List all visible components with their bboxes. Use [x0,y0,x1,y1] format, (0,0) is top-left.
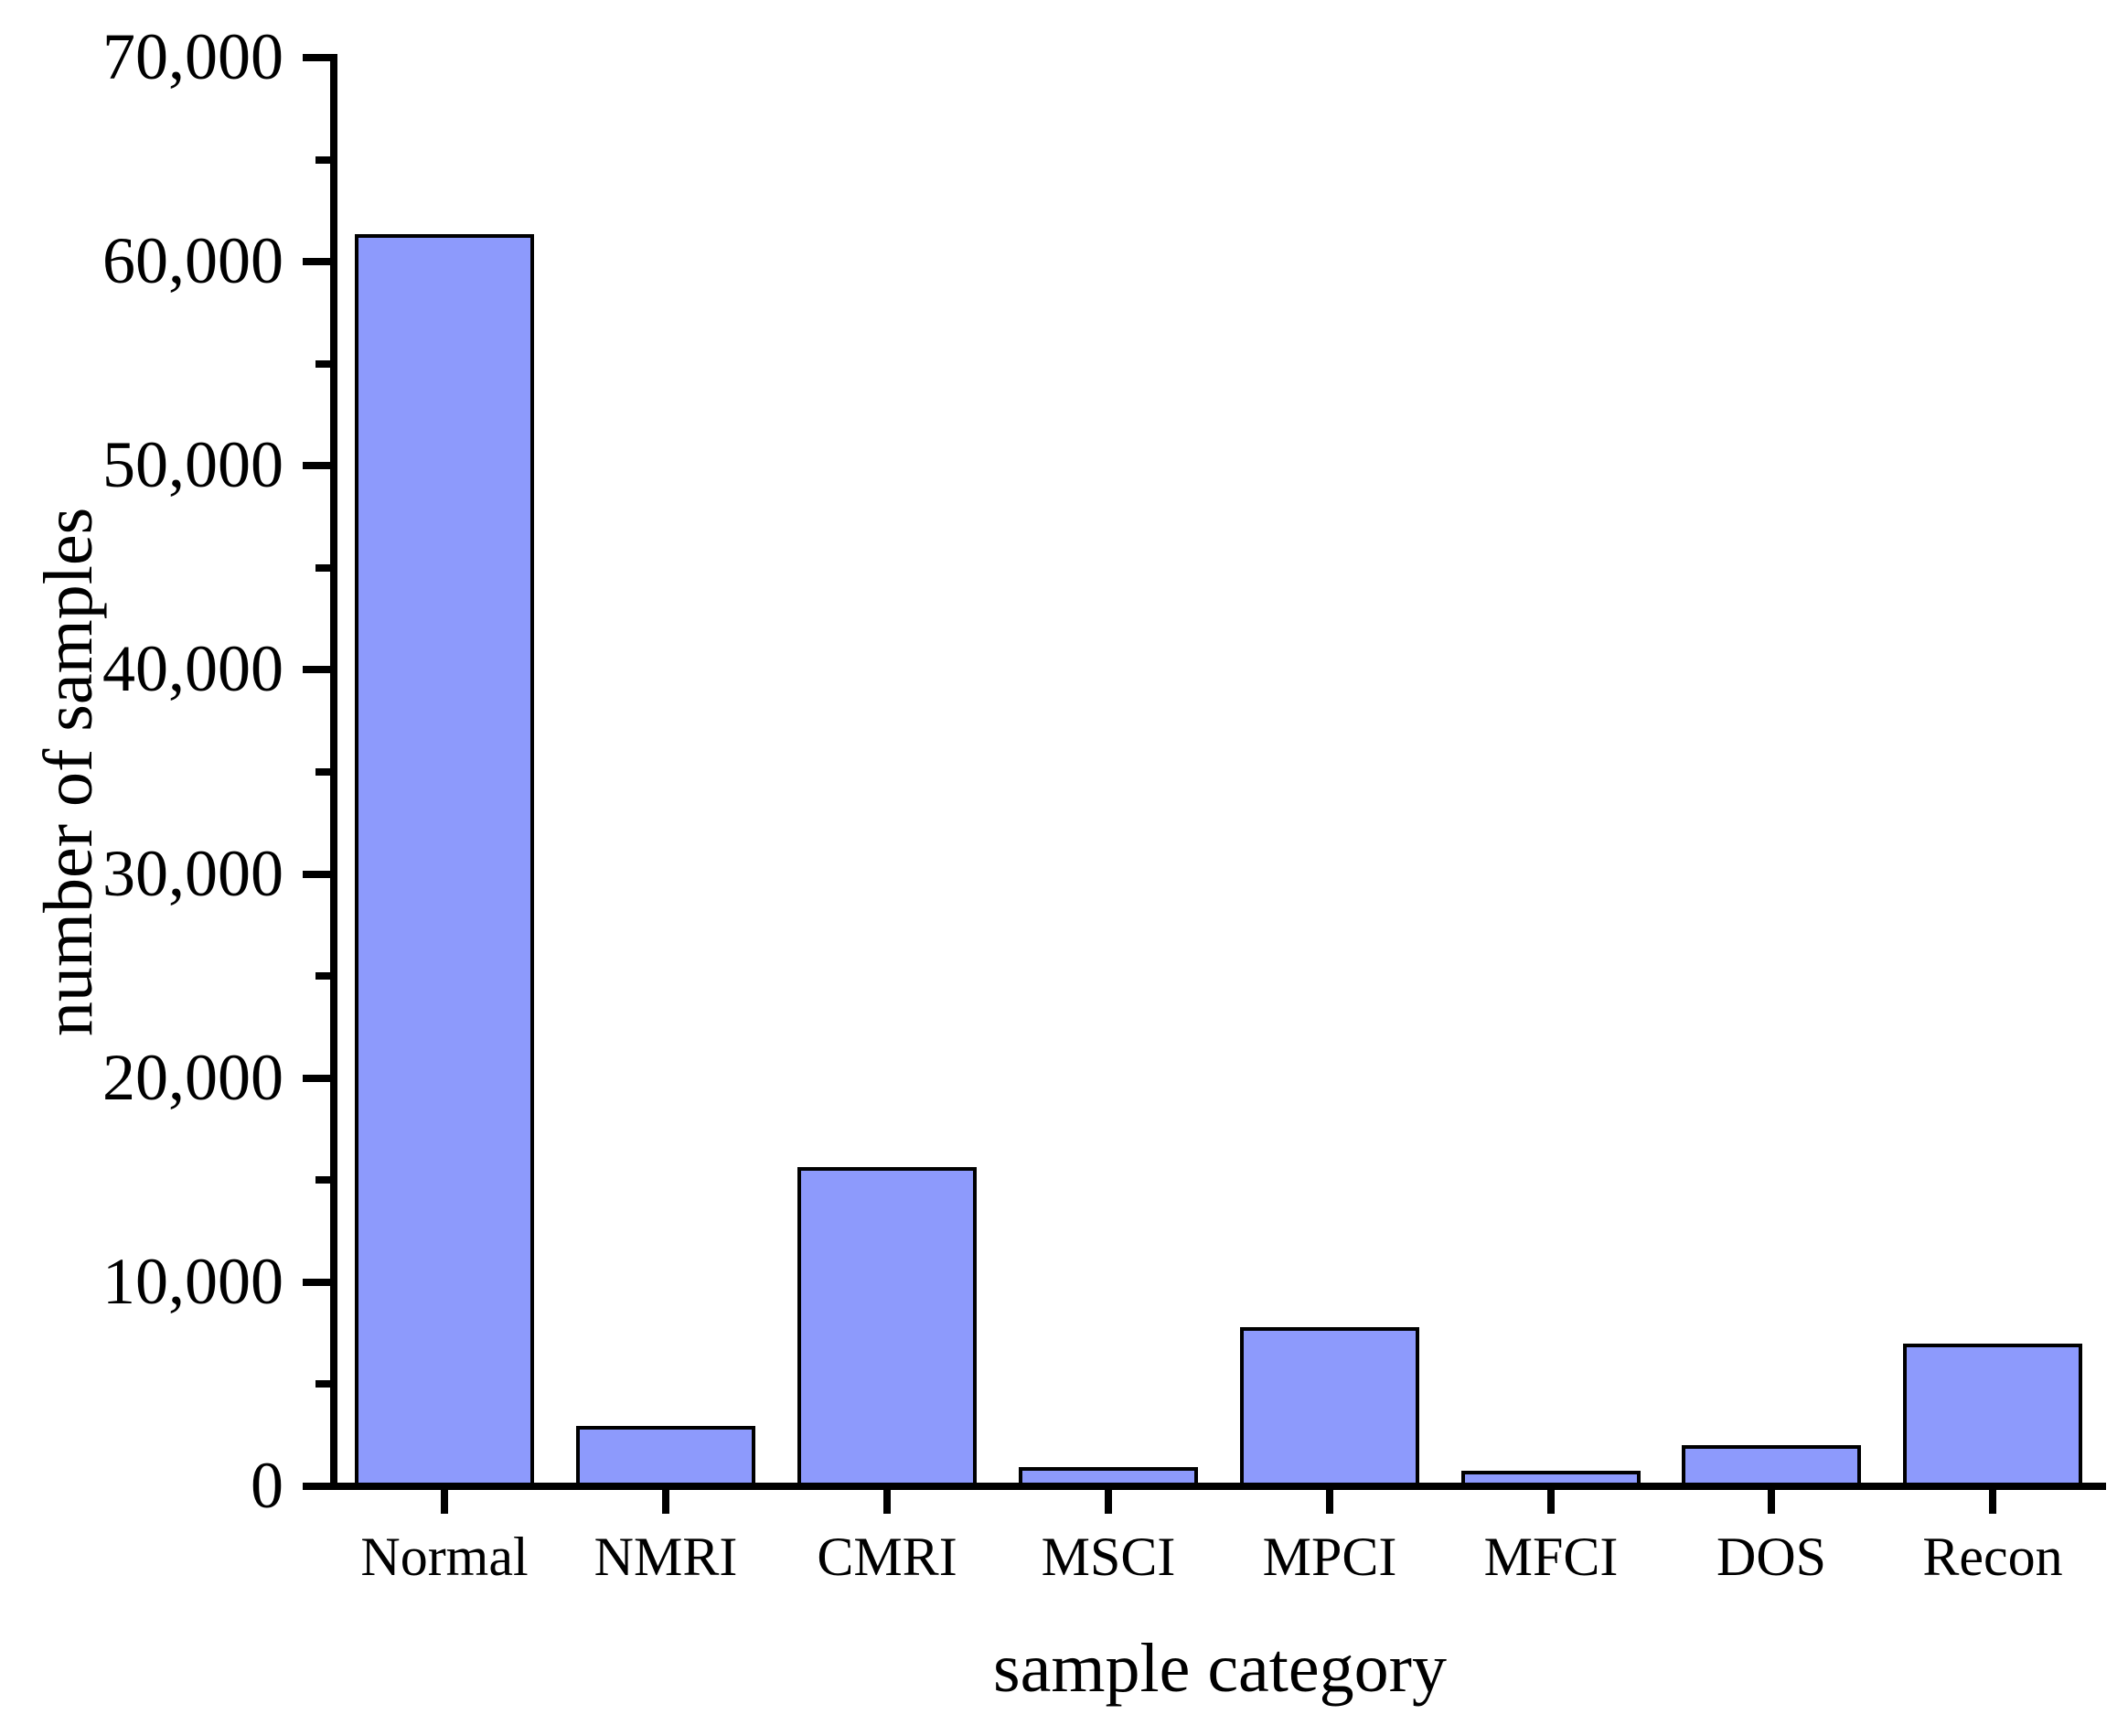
x-tick [1989,1490,1996,1514]
y-major-tick [303,1483,330,1490]
y-major-tick [303,462,330,469]
y-minor-tick [315,1380,330,1388]
bar-normal [355,234,534,1486]
y-major-tick [303,871,330,878]
y-tick-label: 30,000 [102,837,283,910]
x-category-label: MPCI [1262,1527,1397,1587]
y-axis-title: number of samples [30,507,107,1037]
bar-cmri [797,1167,977,1486]
x-category-label: CMRI [817,1527,957,1587]
bar-mpci [1240,1327,1419,1486]
y-major-tick [303,1279,330,1286]
y-minor-tick [315,1176,330,1184]
x-category-label: DOS [1716,1527,1827,1587]
x-category-label: NMRI [593,1527,738,1587]
y-minor-tick [315,156,330,164]
x-axis-title: sample category [993,1630,1447,1707]
bar-recon [1903,1344,2082,1486]
x-tick [883,1490,891,1514]
y-tick-label: 40,000 [102,632,283,705]
x-tick [1547,1490,1555,1514]
bar-msci [1019,1467,1198,1486]
y-minor-tick [315,768,330,776]
x-axis-line [330,1483,2106,1490]
x-tick [441,1490,448,1514]
x-tick [1768,1490,1775,1514]
y-major-tick [303,258,330,265]
y-major-tick [303,1075,330,1082]
y-major-tick [303,54,330,61]
y-axis-line [330,54,337,1490]
x-category-label: MSCI [1041,1527,1176,1587]
y-tick-label: 50,000 [102,428,283,501]
y-minor-tick [315,564,330,572]
y-tick-label: 20,000 [102,1041,283,1114]
bar-dos [1682,1445,1861,1486]
y-tick-label: 60,000 [102,224,283,297]
x-tick [662,1490,669,1514]
y-tick-label: 0 [251,1449,283,1522]
x-category-label: Recon [1922,1527,2063,1587]
bar-mfci [1461,1471,1641,1486]
y-minor-tick [315,360,330,368]
y-minor-tick [315,972,330,980]
x-category-label: Normal [360,1527,529,1587]
y-tick-label: 10,000 [102,1245,283,1318]
x-tick [1105,1490,1112,1514]
bar-nmri [576,1426,755,1486]
x-category-label: MFCI [1483,1527,1619,1587]
y-tick-label: 70,000 [102,20,283,93]
y-major-tick [303,666,330,673]
x-tick [1326,1490,1333,1514]
